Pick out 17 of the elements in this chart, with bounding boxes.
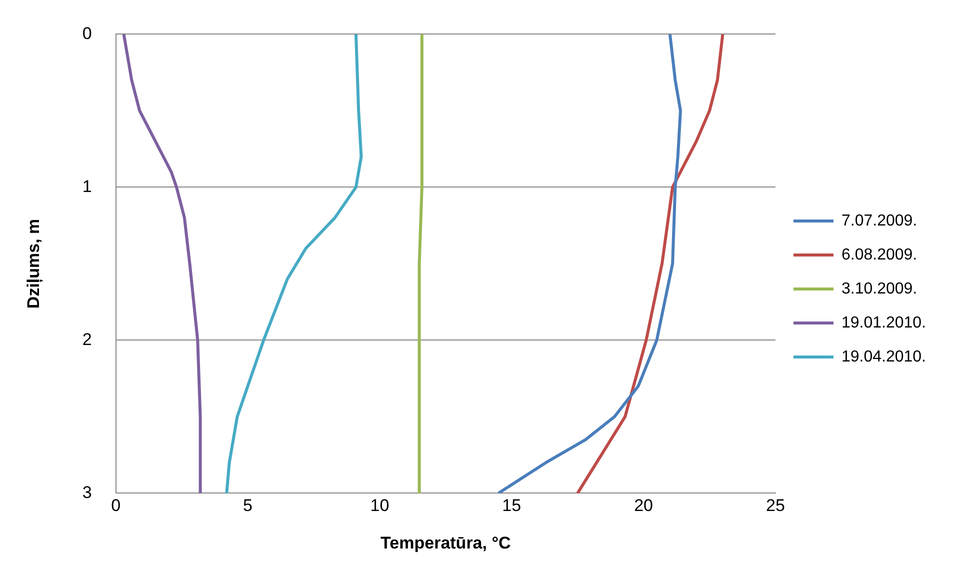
y-tick-label: 2 bbox=[82, 330, 92, 349]
x-tick-label: 5 bbox=[243, 496, 253, 516]
y-tick-label: 1 bbox=[82, 176, 92, 196]
legend-label: 3.10.2009. bbox=[841, 280, 918, 298]
x-tick-label: 0 bbox=[111, 496, 121, 516]
legend-label: 19.01.2010. bbox=[841, 314, 926, 332]
x-axis-title: Temperatūra, °C bbox=[380, 533, 511, 552]
legend-label: 7.07.2009. bbox=[841, 212, 918, 230]
x-tick-label: 10 bbox=[370, 496, 390, 516]
x-tick-label: 15 bbox=[502, 496, 522, 516]
legend-label: 6.08.2009. bbox=[841, 246, 918, 264]
x-tick-label: 25 bbox=[766, 496, 785, 516]
y-axis-title: Dziļums, m bbox=[24, 218, 43, 309]
legend-label: 19.04.2010. bbox=[841, 348, 926, 366]
y-tick-label: 0 bbox=[82, 24, 92, 43]
x-tick-label: 20 bbox=[634, 496, 654, 516]
y-tick-label: 3 bbox=[82, 482, 92, 502]
